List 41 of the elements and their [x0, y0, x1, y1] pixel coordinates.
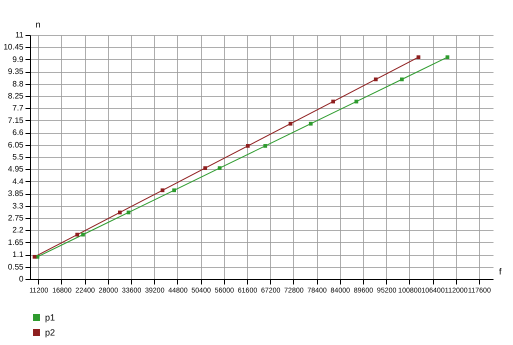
- point: [203, 166, 208, 170]
- y-tick-label: 0: [19, 274, 24, 284]
- point: [331, 100, 336, 104]
- y-tick-label: 10.45: [3, 42, 24, 52]
- legend-label: p1: [45, 312, 56, 322]
- y-tick-label: 9.35: [8, 67, 24, 76]
- point: [81, 232, 85, 237]
- y-tick-label: 4.95: [8, 164, 24, 174]
- y-tick-label: 3.3: [12, 201, 24, 210]
- point: [416, 55, 420, 60]
- point: [288, 122, 292, 126]
- y-tick-label: 1.1: [12, 250, 24, 260]
- y-tick-label: 6.6: [12, 128, 24, 138]
- y-tick-label: 2.2: [12, 226, 24, 235]
- point: [263, 144, 268, 148]
- point: [218, 166, 222, 170]
- y-tick-label: 7.15: [8, 116, 24, 125]
- point: [160, 188, 164, 192]
- point: [400, 77, 404, 82]
- x-axis-title: f: [498, 266, 502, 276]
- y-tick-label: 7.7: [12, 104, 24, 113]
- point: [246, 144, 250, 148]
- legend-label: p2: [45, 328, 56, 338]
- y-tick-label: 8.25: [8, 92, 24, 100]
- point: [32, 254, 36, 259]
- y-tick-label: 4.4: [12, 176, 24, 186]
- y-tick-label: 9.9: [12, 54, 24, 64]
- y-tick-label: 11: [15, 30, 24, 40]
- y-tick-label: 8.8: [12, 79, 24, 88]
- point: [118, 210, 122, 214]
- point: [446, 55, 450, 60]
- point: [172, 188, 176, 192]
- y-tick-label: 5.5: [12, 152, 24, 162]
- y-tick-label: 3.85: [8, 189, 24, 198]
- point: [126, 210, 130, 214]
- y-tick-label: 0.55: [8, 262, 24, 272]
- y-tick-label: 1.65: [8, 238, 24, 247]
- y-axis-title: n: [36, 20, 41, 30]
- point: [354, 100, 358, 104]
- y-tick-label: 2.75: [8, 214, 24, 222]
- y-tick-label: 6.05: [8, 140, 24, 150]
